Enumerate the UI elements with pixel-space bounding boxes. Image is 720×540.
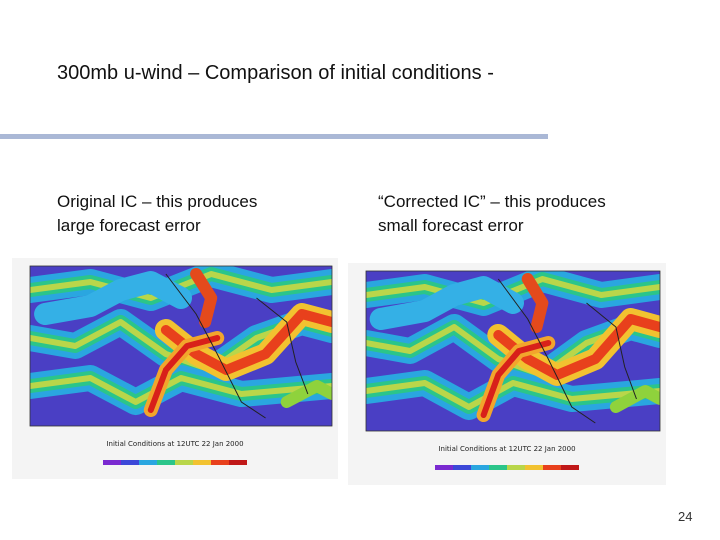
- caption-line: small forecast error: [378, 216, 524, 235]
- colorbar-cell: [121, 460, 139, 465]
- colorbar-cell: [211, 460, 229, 465]
- colorbar-cell: [157, 460, 175, 465]
- wind-map: Initial Conditions at 12UTC 22 Jan 2000: [12, 258, 338, 479]
- colorbar-cell: [175, 460, 193, 465]
- field: [366, 271, 660, 431]
- contour: [165, 273, 309, 419]
- contour: [609, 385, 660, 413]
- colorbar-cell: [507, 465, 525, 470]
- contour: [369, 276, 524, 330]
- colorbar-cell: [139, 460, 157, 465]
- caption: “Corrected IC” – this produces small for…: [378, 190, 606, 238]
- field: [30, 266, 332, 426]
- map-caption: Initial Conditions at 12UTC 22 Jan 2000: [106, 440, 243, 448]
- caption: Original IC – this produces large foreca…: [57, 190, 257, 238]
- contour: [480, 340, 552, 418]
- plot-frame: [365, 270, 661, 432]
- contour: [190, 268, 218, 328]
- colorbar-cell: [453, 465, 471, 470]
- contour: [280, 380, 332, 408]
- plot-frame: [29, 265, 333, 427]
- caption-line: Original IC – this produces: [57, 192, 258, 211]
- colorbar-cell: [103, 460, 121, 465]
- caption-line: large forecast error: [57, 216, 201, 235]
- colorbar-cell: [471, 465, 489, 470]
- colorbar-cell: [561, 465, 579, 470]
- map-caption: Initial Conditions at 12UTC 22 Jan 2000: [438, 445, 575, 453]
- colorbar-cell: [543, 465, 561, 470]
- colorbar-cell: [435, 465, 453, 470]
- page-number: 24: [678, 509, 693, 524]
- slide-title: 300mb u-wind – Comparison of initial con…: [57, 62, 494, 84]
- wind-map: Initial Conditions at 12UTC 22 Jan 2000: [348, 263, 666, 485]
- colorbar-cell: [489, 465, 507, 470]
- contour: [34, 271, 192, 325]
- title-rule: [0, 134, 548, 139]
- colorbar-cell: [229, 460, 247, 465]
- contour: [497, 278, 637, 424]
- contour: [147, 335, 221, 413]
- colorbar-cell: [525, 465, 543, 470]
- caption-line: “Corrected IC” – this produces: [378, 192, 606, 211]
- colorbar-cell: [193, 460, 211, 465]
- contour: [521, 273, 549, 333]
